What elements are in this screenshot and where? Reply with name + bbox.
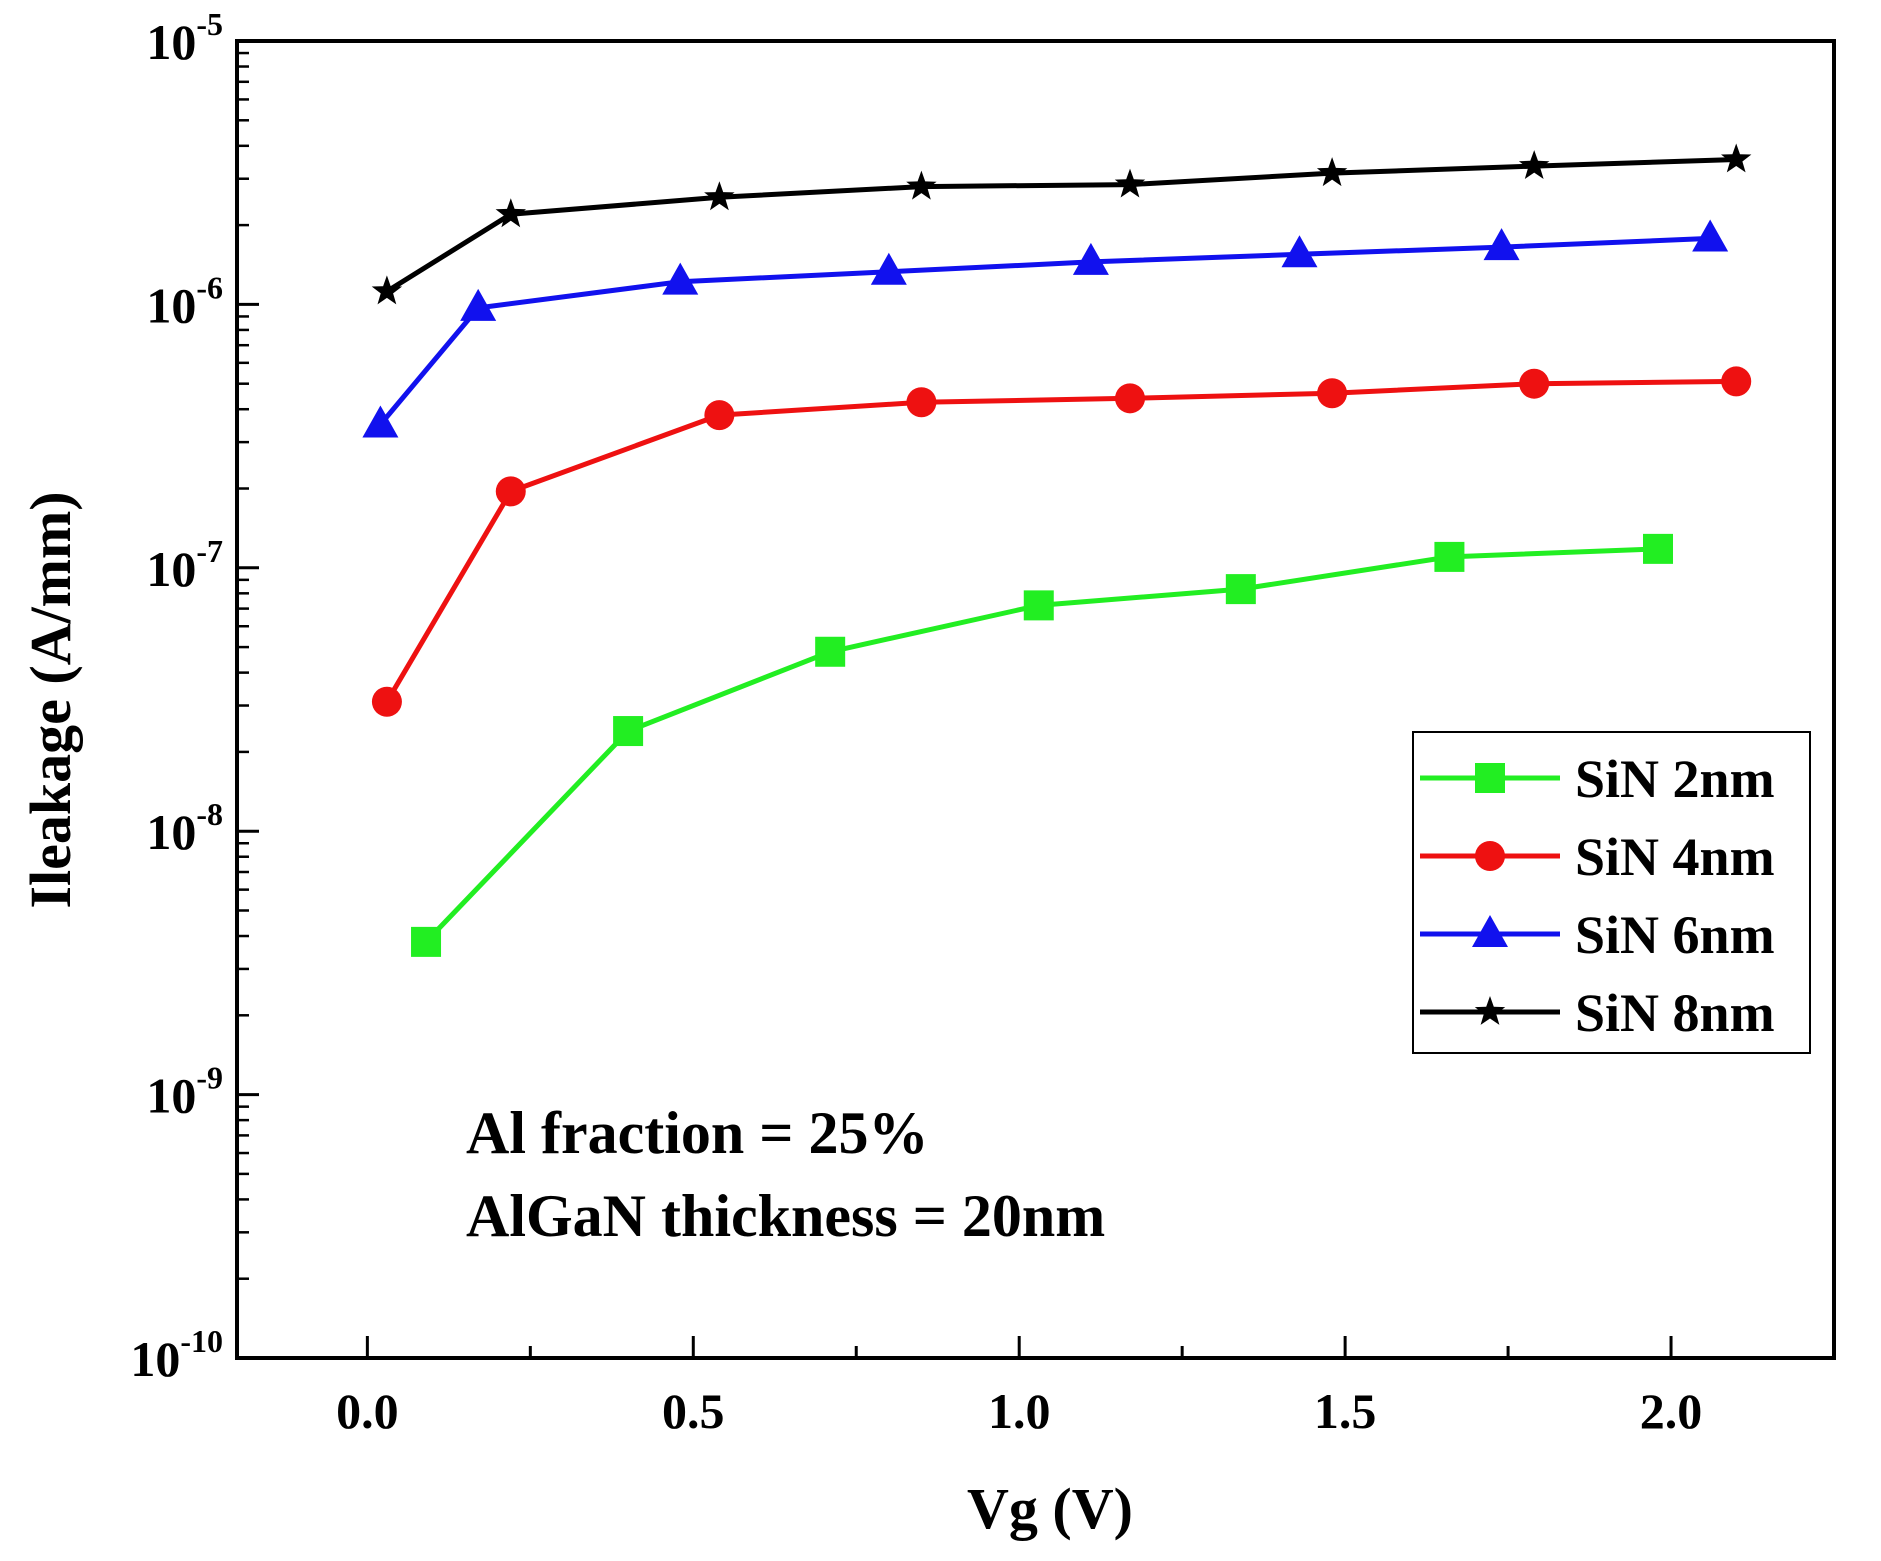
- data-point: [662, 262, 699, 295]
- legend-marker: [1472, 915, 1508, 947]
- data-point: [704, 181, 735, 211]
- y-tick-label: 10-9: [146, 1060, 223, 1124]
- data-point: [906, 170, 937, 200]
- data-point: [870, 252, 907, 285]
- annotation-al-fraction: Al fraction = 25%: [466, 1100, 928, 1166]
- legend-label: SiN 8nm: [1575, 983, 1775, 1043]
- data-point: [371, 686, 402, 717]
- legend-label: SiN 2nm: [1575, 749, 1775, 809]
- y-axis-ticks: 10-10 10-9 10-8 10-7 10-6 10-5: [130, 6, 259, 1387]
- y-tick-label: 10-6: [146, 269, 223, 333]
- legend-item: SiN 8nm: [1420, 983, 1775, 1043]
- data-point: [1643, 533, 1674, 564]
- data-point: [1072, 242, 1109, 275]
- data-point: [362, 405, 399, 438]
- data-point: [1115, 383, 1146, 414]
- x-tick-label: 0.0: [336, 1383, 399, 1439]
- series-line: [384, 378, 1737, 704]
- legend-item: SiN 4nm: [1420, 827, 1775, 887]
- series-2: [362, 219, 1729, 438]
- data-point: [1483, 228, 1520, 261]
- data-point: [1317, 378, 1348, 409]
- data-point: [1692, 219, 1729, 252]
- legend-item: SiN 2nm: [1420, 749, 1775, 809]
- series-3: [371, 143, 1752, 305]
- series-layer: [362, 143, 1752, 957]
- legend-marker: [1474, 996, 1506, 1025]
- data-point: [906, 387, 937, 418]
- data-point: [613, 716, 644, 747]
- data-point: [1281, 235, 1318, 268]
- y-axis-title: Ileakage (A/mm): [18, 491, 83, 908]
- series-line: [378, 235, 1711, 427]
- legend-item: SiN 6nm: [1420, 905, 1775, 965]
- y-tick-label: 10-5: [146, 6, 223, 70]
- data-point: [815, 636, 846, 667]
- legend-marker: [1475, 841, 1505, 871]
- data-point: [1518, 150, 1550, 179]
- plot-frame: [235, 39, 1836, 1360]
- x-tick-label: 0.5: [662, 1383, 725, 1439]
- data-point: [495, 476, 526, 507]
- x-tick-label: 1.0: [988, 1383, 1051, 1439]
- y-tick-label: 10-8: [146, 796, 223, 860]
- annotation-algan-thickness: AlGaN thickness = 20nm: [466, 1183, 1105, 1249]
- data-point: [460, 288, 497, 321]
- data-point: [495, 198, 526, 228]
- legend-label: SiN 6nm: [1575, 905, 1775, 965]
- data-point: [1721, 143, 1752, 173]
- data-point: [1434, 541, 1465, 572]
- x-axis-title: Vg (V): [967, 1476, 1133, 1541]
- y-tick-label: 10-10: [130, 1323, 223, 1387]
- legend: SiN 2nm SiN 4nm SiN 6nm SiN 8nm: [1412, 731, 1811, 1054]
- y-tick-label: 10-7: [146, 533, 223, 597]
- data-point: [411, 926, 442, 957]
- data-point: [1519, 368, 1550, 399]
- legend-label: SiN 4nm: [1575, 827, 1775, 887]
- legend-marker: [1475, 763, 1505, 793]
- x-tick-label: 2.0: [1640, 1383, 1703, 1439]
- data-point: [1225, 574, 1256, 605]
- data-point: [1721, 366, 1752, 397]
- x-axis-ticks: 0.0 0.5 1.0 1.5 2.0: [336, 1336, 1836, 1439]
- legend-items: SiN 2nm SiN 4nm SiN 6nm SiN 8nm: [1420, 749, 1775, 1043]
- data-point: [704, 400, 735, 431]
- data-point: [1316, 157, 1348, 187]
- series-0: [411, 533, 1674, 957]
- series-1: [371, 366, 1752, 717]
- x-tick-label: 1.5: [1314, 1383, 1377, 1439]
- data-point: [371, 275, 403, 305]
- data-point: [1023, 590, 1054, 621]
- data-point: [1114, 168, 1146, 198]
- series-line: [385, 157, 1737, 294]
